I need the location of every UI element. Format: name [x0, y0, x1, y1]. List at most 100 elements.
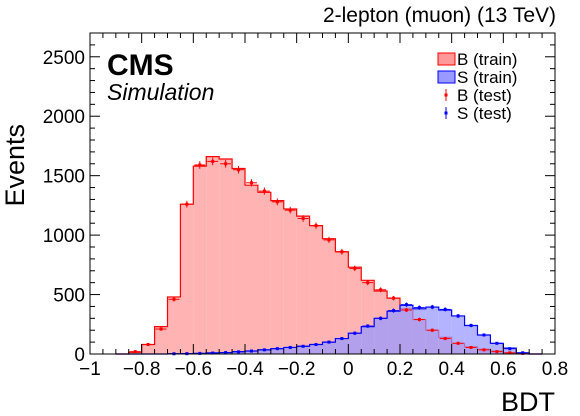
- bar-s-train: [503, 348, 517, 354]
- marker-s-test: [426, 304, 438, 310]
- simulation-label: Simulation: [107, 79, 214, 105]
- marker-s-test: [246, 349, 257, 353]
- bar-b-train: [270, 200, 284, 354]
- marker-s-test: [478, 333, 490, 337]
- marker-b-test: [181, 200, 193, 208]
- marker-s-test: [388, 308, 399, 313]
- marker-b-test: [375, 287, 387, 293]
- marker-point: [404, 308, 408, 312]
- bar-s-train: [348, 333, 362, 354]
- marker-point: [288, 208, 292, 212]
- marker-b-test: [271, 198, 283, 206]
- x-tick-label: −0.8: [123, 359, 161, 380]
- marker-point: [185, 202, 189, 206]
- bar-s-train: [374, 318, 388, 354]
- chart-title: 2-lepton (muon) (13 TeV): [323, 4, 556, 27]
- marker-point: [340, 250, 344, 254]
- y-tick-label: 2500: [43, 48, 85, 69]
- marker-s-test: [336, 337, 348, 341]
- marker-point: [469, 345, 473, 349]
- bar-s-train: [490, 343, 504, 354]
- marker-b-test: [284, 206, 296, 214]
- marker-b-test: [129, 350, 141, 354]
- marker-point: [340, 337, 344, 341]
- marker-s-test: [297, 344, 309, 348]
- y-tick-label: 1000: [43, 226, 85, 247]
- marker-point: [224, 162, 228, 166]
- marker-point: [159, 327, 163, 331]
- marker-point: [249, 181, 253, 185]
- marker-s-test: [271, 347, 283, 351]
- marker-point: [275, 347, 279, 351]
- marker-point: [417, 306, 421, 310]
- marker-point: [262, 348, 266, 352]
- marker-point: [366, 324, 370, 328]
- x-tick-label: −0.6: [175, 359, 213, 380]
- bar-b-train: [245, 185, 258, 354]
- y-tick-label: 0: [74, 345, 85, 366]
- marker-point: [521, 351, 525, 355]
- marker-point: [198, 163, 202, 167]
- marker-b-test: [504, 351, 516, 355]
- bar-b-train: [219, 159, 233, 354]
- marker-point: [237, 350, 241, 354]
- x-tick-label: 0.2: [387, 359, 413, 380]
- marker-b-test: [194, 161, 206, 169]
- marker-b-test: [478, 348, 490, 352]
- marker-b-test: [465, 345, 477, 349]
- bar-b-train: [154, 326, 168, 354]
- legend-swatch-b-train: [437, 52, 456, 66]
- marker-b-test: [323, 236, 335, 243]
- marker-point: [314, 224, 318, 228]
- marker-b-test: [220, 159, 232, 168]
- marker-point: [198, 351, 202, 355]
- marker-b-test: [233, 165, 244, 174]
- marker-s-test: [258, 348, 270, 352]
- marker-point: [379, 316, 383, 320]
- bar-s-train: [270, 348, 284, 354]
- marker-layer: [129, 157, 529, 356]
- legend: B (train) S (train) B (test) S (test): [437, 50, 517, 123]
- bar-s-train: [361, 326, 375, 354]
- marker-b-test: [426, 328, 438, 332]
- marker-point: [211, 351, 215, 355]
- bar-b-train: [335, 251, 349, 354]
- x-tick-label: 0: [343, 359, 354, 380]
- axes-layer: [89, 32, 556, 355]
- marker-point: [224, 351, 228, 355]
- marker-point: [314, 342, 318, 346]
- marker-b-test: [452, 341, 464, 345]
- marker-s-test: [375, 316, 387, 321]
- marker-point: [327, 238, 331, 242]
- marker-point: [392, 309, 396, 313]
- marker-point: [327, 340, 331, 344]
- marker-point: [443, 307, 447, 311]
- marker-point: [262, 189, 266, 193]
- legend-label-s-test: S (test): [457, 104, 512, 123]
- marker-b-test: [168, 297, 180, 302]
- marker-point: [366, 281, 370, 285]
- bar-b-train: [193, 166, 207, 354]
- legend-label-b-test: B (test): [457, 86, 512, 105]
- marker-point: [508, 351, 512, 355]
- marker-s-test: [323, 340, 335, 344]
- marker-s-test: [220, 351, 232, 355]
- bar-b-train: [309, 225, 323, 354]
- bar-b-train: [167, 296, 181, 354]
- x-axis-title: BDT: [501, 387, 555, 416]
- marker-point: [508, 347, 512, 351]
- marker-s-test: [310, 342, 322, 346]
- marker-point: [301, 216, 305, 220]
- bar-s-train: [257, 349, 271, 354]
- bar-s-train: [296, 346, 310, 354]
- bar-s-train: [451, 315, 465, 354]
- bar-s-train: [387, 311, 400, 354]
- bar-b-train: [257, 192, 271, 354]
- x-tick-label: 0.6: [490, 359, 516, 380]
- bar-b-train: [232, 168, 245, 354]
- marker-b-test: [207, 157, 219, 166]
- marker-point: [133, 350, 137, 354]
- bar-b-train: [322, 238, 336, 354]
- marker-s-test: [401, 302, 412, 307]
